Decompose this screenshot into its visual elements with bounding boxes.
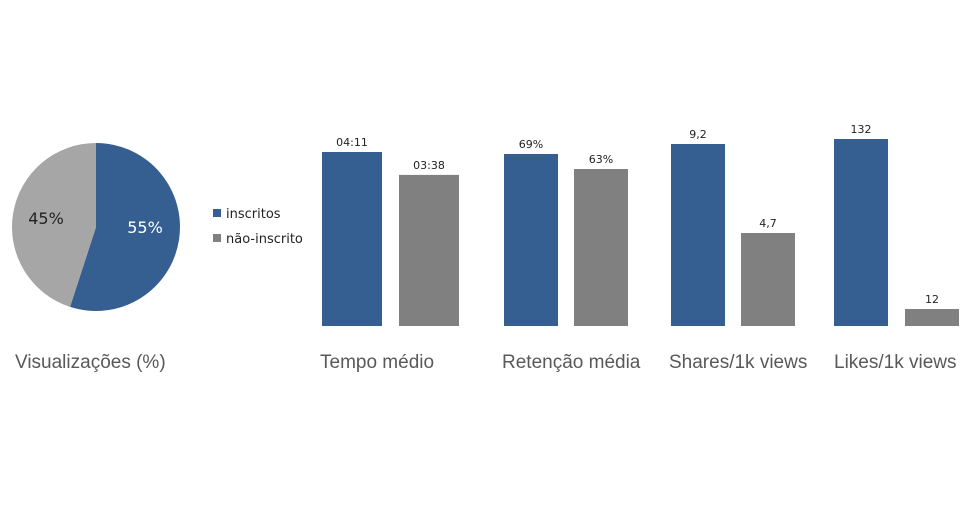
legend-swatch-nao-inscrito (213, 234, 221, 242)
chart-title-retencao-media: Retenção média (502, 352, 641, 373)
chart-title-tempo-medio: Tempo médio (320, 352, 434, 373)
bar-chart-tempo-medio: 04:11 03:38 Tempo médio (320, 136, 459, 373)
bar-tempo-medio-inscritos (322, 152, 382, 326)
pie-chart-visualizacoes: 55% 45% Visualizações (%) (11, 143, 180, 373)
bar-likes-inscritos (834, 139, 888, 326)
bar-chart-shares: 9,2 4,7 Shares/1k views (669, 128, 807, 373)
legend: inscritos não-inscrito (213, 207, 303, 247)
pie-title: Visualizações (%) (15, 352, 166, 373)
bar-retencao-media-inscritos (504, 154, 558, 326)
value-label-retencao-media-inscritos: 69% (519, 138, 543, 151)
bar-chart-retencao-media: 69% 63% Retenção média (502, 138, 641, 373)
pie-label-inscritos: 55% (127, 218, 163, 237)
value-label-likes-inscritos: 132 (851, 123, 872, 136)
bar-shares-nao-inscrito (741, 233, 795, 326)
value-label-likes-nao-inscrito: 12 (925, 293, 939, 306)
bar-retencao-media-nao-inscrito (574, 169, 628, 326)
chart-title-likes: Likes/1k views (834, 352, 957, 373)
value-label-shares-inscritos: 9,2 (689, 128, 707, 141)
legend-label-inscritos: inscritos (226, 207, 281, 222)
chart-title-shares: Shares/1k views (669, 352, 807, 373)
bar-likes-nao-inscrito (905, 309, 959, 326)
bar-chart-likes: 132 12 Likes/1k views (834, 123, 959, 373)
pie-slice-inscritos (70, 143, 180, 311)
bar-shares-inscritos (671, 144, 725, 326)
bar-tempo-medio-nao-inscrito (399, 174, 459, 326)
value-label-tempo-medio-inscritos: 04:11 (336, 136, 368, 149)
value-label-shares-nao-inscrito: 4,7 (759, 217, 777, 230)
legend-swatch-inscritos (213, 209, 221, 217)
pie-slice-nao-inscrito (11, 143, 96, 307)
value-label-retencao-media-nao-inscrito: 63% (589, 153, 613, 166)
legend-label-nao-inscrito: não-inscrito (226, 232, 303, 247)
value-label-tempo-medio-nao-inscrito: 03:38 (413, 159, 445, 172)
pie-label-nao-inscrito: 45% (28, 209, 64, 228)
